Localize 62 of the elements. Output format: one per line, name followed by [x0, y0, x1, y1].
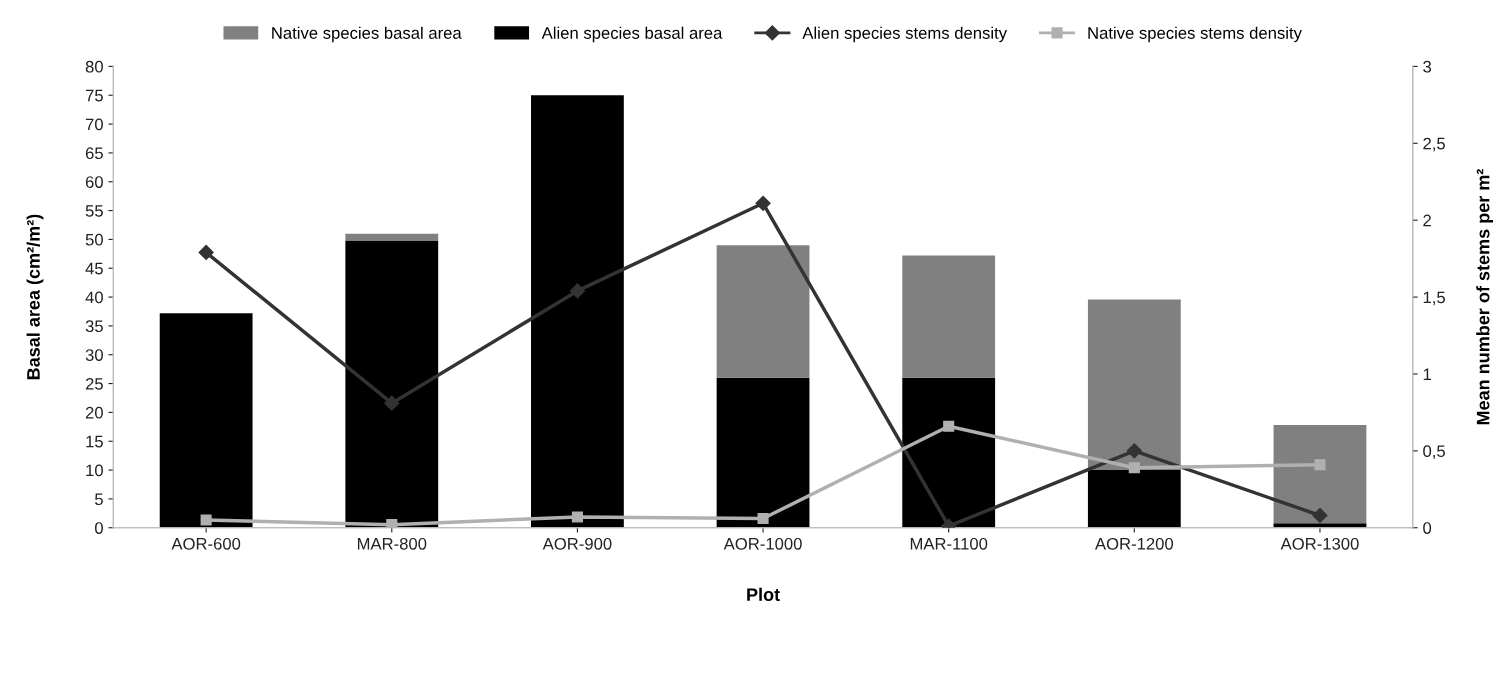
y-tick-label: 75	[85, 89, 103, 102]
y-tick-label: 60	[85, 176, 103, 188]
point	[569, 283, 585, 299]
y2-tick-label: 1	[1423, 368, 1431, 380]
y-tick-label: 5	[95, 493, 103, 506]
y-axis-title: Basal area (cm²/m²)	[26, 214, 44, 380]
bar	[345, 240, 439, 528]
bar	[531, 95, 624, 528]
y-tick-label: 50	[85, 233, 103, 246]
y-tick-label: 15	[86, 435, 103, 448]
y-tick-label: 0	[94, 522, 103, 534]
x-tick-label: AOR-900	[542, 537, 612, 550]
point	[384, 395, 400, 411]
x-tick-label: MAR-1100	[910, 537, 988, 550]
legend-label: Alien species stems density	[802, 26, 1008, 43]
legend-label: Native species basal area	[272, 26, 462, 43]
point	[1126, 443, 1142, 459]
y2-tick-label: 2	[1423, 214, 1431, 227]
point	[755, 195, 771, 211]
y2-tick-label: 2,5	[1423, 137, 1445, 152]
x-axis-title: Plot	[747, 587, 780, 601]
y2-tick-label: 0,5	[1423, 445, 1445, 460]
point	[198, 244, 214, 261]
point	[1314, 459, 1326, 471]
y-tick-label: 10	[86, 464, 103, 477]
point	[757, 512, 769, 525]
y-tick-label: 40	[85, 291, 103, 304]
point	[571, 511, 583, 523]
y-tick-label: 45	[85, 262, 103, 275]
legend-label: Native species stems density	[1088, 26, 1302, 43]
y-tick-label: 70	[85, 118, 103, 131]
x-tick-label: AOR-1000	[723, 537, 802, 550]
x-tick-label: AOR-1200	[1094, 537, 1174, 550]
y2-tick-label: 3	[1423, 60, 1432, 73]
point	[1128, 462, 1140, 474]
bar	[1087, 299, 1181, 471]
point	[200, 514, 212, 526]
x-tick-label: AOR-1300	[1280, 537, 1359, 550]
y-tick-label: 30	[85, 349, 103, 361]
y-tick-label: 35	[85, 320, 103, 333]
bar	[1273, 425, 1367, 524]
y2-tick-label: 1,5	[1423, 291, 1445, 306]
bar	[902, 377, 996, 528]
x-tick-label: MAR-800	[357, 537, 427, 550]
y-tick-label: 55	[85, 205, 103, 217]
point	[943, 420, 955, 432]
point	[1312, 507, 1328, 524]
bar	[1087, 470, 1181, 528]
legend-label: Alien species basal area	[541, 26, 723, 43]
y2-tick-label: 0	[1423, 522, 1432, 534]
bar	[159, 313, 253, 528]
y-tick-label: 25	[85, 377, 103, 390]
bar	[902, 255, 996, 378]
y2-axis-title: Mean number of stems per m²	[1476, 169, 1494, 425]
bar	[716, 245, 810, 378]
x-tick-label: AOR-600	[171, 537, 241, 550]
y-tick-label: 65	[85, 147, 103, 160]
y-tick-label: 20	[85, 406, 103, 419]
point	[386, 519, 398, 528]
bar	[716, 377, 810, 528]
y-tick-label: 80	[85, 60, 103, 73]
bar	[345, 233, 439, 241]
